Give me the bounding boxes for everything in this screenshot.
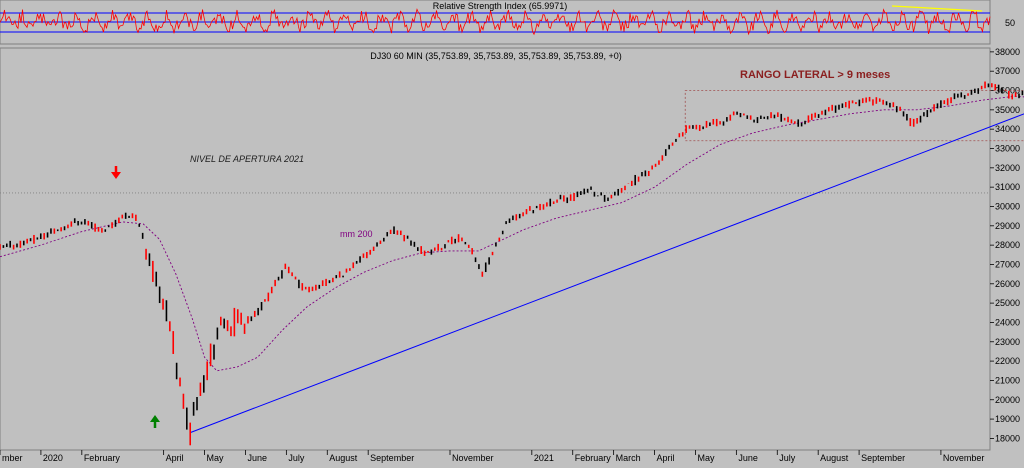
x-tick-label: February — [575, 453, 612, 463]
x-tick-label: 2020 — [43, 453, 63, 463]
ma200-label: mm 200 — [340, 229, 373, 239]
price-title: DJ30 60 MIN (35,753.89, 35,753.89, 35,75… — [370, 51, 621, 61]
x-tick-label: May — [697, 453, 715, 463]
y-tick-label: 38000 — [995, 47, 1020, 57]
price-bars — [0, 81, 1024, 446]
y-tick-label: 20000 — [995, 395, 1020, 405]
x-tick-label: June — [247, 453, 267, 463]
y-tick-label: 31000 — [995, 182, 1020, 192]
y-tick-label: 27000 — [995, 259, 1020, 269]
x-tick-label: August — [329, 453, 358, 463]
y-axis: 18000 19000 20000 21000 22000 23000 24000 25000… — [990, 47, 1020, 443]
nivel-apertura-label: NIVEL DE APERTURA 2021 — [190, 154, 304, 164]
y-tick-label: 19000 — [995, 414, 1020, 424]
x-tick-label: July — [288, 453, 305, 463]
y-tick-label: 26000 — [995, 279, 1020, 289]
x-tick-label: June — [738, 453, 758, 463]
y-tick-label: 25000 — [995, 298, 1020, 308]
y-tick-label: 37000 — [995, 66, 1020, 76]
y-tick-label: 24000 — [995, 317, 1020, 327]
y-tick-label: 22000 — [995, 356, 1020, 366]
y-tick-label: 32000 — [995, 163, 1020, 173]
support-trendline — [190, 113, 1024, 434]
y-tick-label: 28000 — [995, 240, 1020, 250]
x-tick-label: November — [943, 453, 985, 463]
price-panel: DJ30 60 MIN (35,753.89, 35,753.89, 35,75… — [0, 47, 1024, 463]
rsi-trendline — [891, 5, 983, 12]
rango-lateral-label: RANGO LATERAL > 9 meses — [740, 69, 890, 81]
arrow-down-icon — [111, 166, 121, 179]
x-tick-label: May — [207, 453, 225, 463]
rsi-axis-label-50: 50 — [1005, 18, 1015, 28]
x-tick-label: February — [84, 453, 121, 463]
rsi-title: Relative Strength Index (65.9971) — [433, 1, 568, 11]
y-tick-label: 30000 — [995, 201, 1020, 211]
y-tick-label: 35000 — [995, 105, 1020, 115]
x-axis: mber 2020 February April May June July August Se… — [0, 450, 984, 463]
price-panel-bg — [0, 47, 991, 451]
y-tick-label: 34000 — [995, 124, 1020, 134]
y-tick-label: 18000 — [995, 433, 1020, 443]
y-tick-label: 29000 — [995, 221, 1020, 231]
rsi-line — [0, 8, 991, 36]
x-tick-label: November — [452, 453, 494, 463]
x-tick-label: March — [616, 453, 641, 463]
y-tick-label: 36000 — [995, 86, 1020, 96]
y-tick-label: 21000 — [995, 375, 1020, 385]
arrow-up-icon — [150, 415, 160, 428]
y-tick-label: 33000 — [995, 144, 1020, 154]
x-tick-label: April — [657, 453, 675, 463]
x-tick-label: July — [779, 453, 796, 463]
y-tick-label: 23000 — [995, 337, 1020, 347]
x-tick-label: September — [861, 453, 905, 463]
x-tick-label: 2021 — [534, 453, 554, 463]
x-tick-label: mber — [2, 453, 23, 463]
rsi-panel: Relative Strength Index (65.9971) 50 — [0, 0, 1015, 45]
x-tick-label: September — [370, 453, 414, 463]
x-tick-label: April — [166, 453, 184, 463]
x-tick-label: August — [820, 453, 849, 463]
